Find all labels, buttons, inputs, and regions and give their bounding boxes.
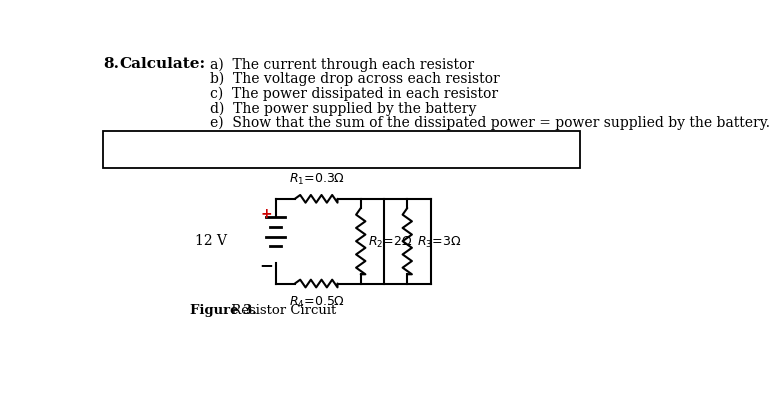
Text: +: + bbox=[261, 206, 272, 220]
Text: $R_3$=3Ω: $R_3$=3Ω bbox=[416, 234, 461, 249]
Text: $R_2$=2Ω: $R_2$=2Ω bbox=[369, 234, 412, 249]
Bar bbox=[103, 132, 580, 169]
Text: −: − bbox=[259, 256, 273, 274]
Text: c)  The power dissipated in each resistor: c) The power dissipated in each resistor bbox=[209, 86, 498, 101]
Text: a)  The current through each resistor: a) The current through each resistor bbox=[209, 57, 474, 71]
Text: Calculate:: Calculate: bbox=[119, 57, 205, 71]
Text: b)  The voltage drop across each resistor: b) The voltage drop across each resistor bbox=[209, 72, 499, 86]
Text: e)  Show that the sum of the dissipated power = power supplied by the battery.: e) Show that the sum of the dissipated p… bbox=[209, 116, 769, 130]
Text: 8.: 8. bbox=[103, 57, 120, 71]
Text: $R_4$=0.5Ω: $R_4$=0.5Ω bbox=[289, 294, 345, 309]
Text: Figure 3.: Figure 3. bbox=[191, 303, 258, 316]
Text: d)  The power supplied by the battery: d) The power supplied by the battery bbox=[209, 101, 476, 115]
Text: $R_1$=0.3Ω: $R_1$=0.3Ω bbox=[289, 171, 345, 186]
Text: 12 V: 12 V bbox=[195, 233, 227, 247]
Text: Resistor Circuit: Resistor Circuit bbox=[226, 303, 336, 316]
